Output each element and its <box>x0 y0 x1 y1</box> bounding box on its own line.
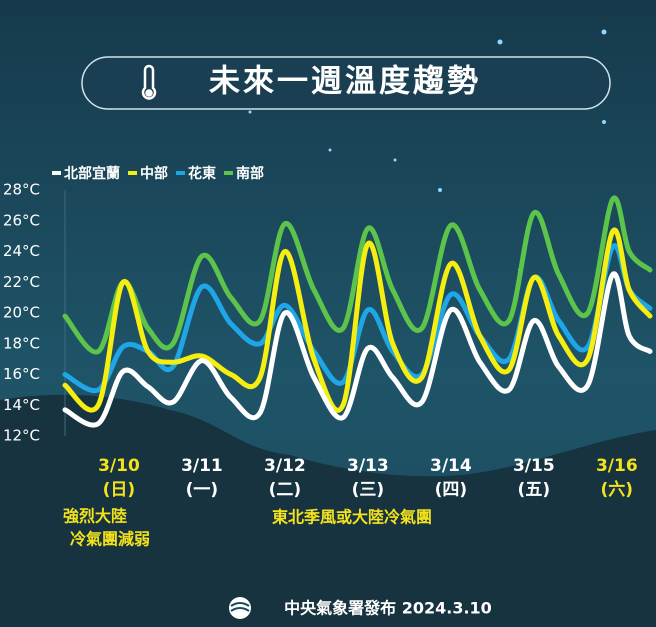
legend-label: 中部 <box>140 165 168 182</box>
legend-swatch <box>128 171 137 175</box>
x-tick-label: 3/13 <box>347 456 389 476</box>
legend-label: 北部宜蘭 <box>64 165 120 182</box>
annotation: 東北季風或大陸冷氣團 <box>272 508 432 527</box>
legend-swatch <box>52 171 61 175</box>
x-tick-label: 3/10 <box>98 456 140 476</box>
x-weekday-label: (一) <box>186 480 219 500</box>
x-weekday-label: (日) <box>103 480 136 500</box>
legend-swatch <box>176 171 185 175</box>
y-tick-label: 28°C <box>3 181 40 199</box>
y-tick-label: 22°C <box>3 273 40 291</box>
y-tick-label: 20°C <box>3 304 40 322</box>
series-line <box>62 271 653 428</box>
thermometer-icon <box>141 64 157 100</box>
chart-title: 未來一週溫度趨勢 <box>209 64 481 100</box>
x-weekday-label: (三) <box>352 480 385 500</box>
x-weekday-label: (二) <box>269 480 302 500</box>
annotation: 冷氣團減弱 <box>70 530 150 549</box>
y-tick-label: 18°C <box>3 334 40 352</box>
x-tick-label: 3/14 <box>430 456 472 476</box>
series-line <box>62 195 653 355</box>
x-tick-label: 3/15 <box>513 456 555 476</box>
annotation: 強烈大陸 <box>63 507 127 526</box>
source: 中央氣象署發布 2024.3.10 <box>284 599 492 618</box>
series-line <box>62 227 653 413</box>
x-weekday-label: (四) <box>435 480 468 500</box>
y-tick-label: 14°C <box>3 396 40 414</box>
x-weekday-label: (六) <box>601 479 634 500</box>
x-tick-label: 3/12 <box>264 456 306 476</box>
y-tick-label: 26°C <box>3 211 40 229</box>
y-tick-label: 24°C <box>3 242 40 260</box>
legend-swatch <box>224 171 233 175</box>
source-logo <box>229 597 251 619</box>
legend-label: 花東 <box>188 165 216 182</box>
x-tick-label: 3/11 <box>181 456 223 476</box>
series-line <box>62 243 653 394</box>
x-tick-label: 3/16 <box>596 456 638 476</box>
title-pill <box>81 56 611 110</box>
x-weekday-label: (五) <box>518 480 551 500</box>
y-tick-label: 16°C <box>3 365 40 383</box>
legend-label: 南部 <box>236 165 264 182</box>
mountain-silhouette <box>0 394 656 627</box>
y-tick-label: 12°C <box>3 427 40 445</box>
